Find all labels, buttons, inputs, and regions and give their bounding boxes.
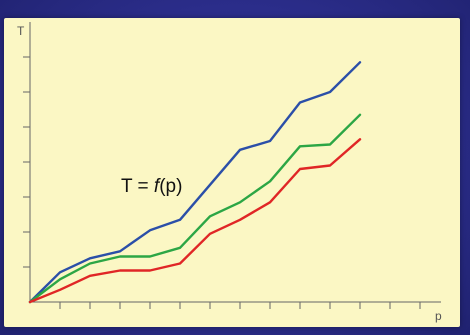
axes — [29, 22, 441, 303]
x-axis-label: p — [435, 309, 442, 323]
formula-annotation: T = f(p) — [121, 176, 182, 197]
formula-prefix: T = — [121, 176, 154, 197]
series-lines — [28, 61, 362, 304]
series-line-2 — [28, 113, 362, 304]
series-line-1 — [28, 61, 362, 304]
chart-panel — [4, 18, 460, 327]
axis-ticks — [23, 56, 421, 309]
series-line-3 — [28, 138, 362, 304]
formula-argument: (p) — [159, 176, 182, 197]
formula-function: f — [154, 176, 161, 197]
y-axis-label: T — [17, 24, 25, 38]
